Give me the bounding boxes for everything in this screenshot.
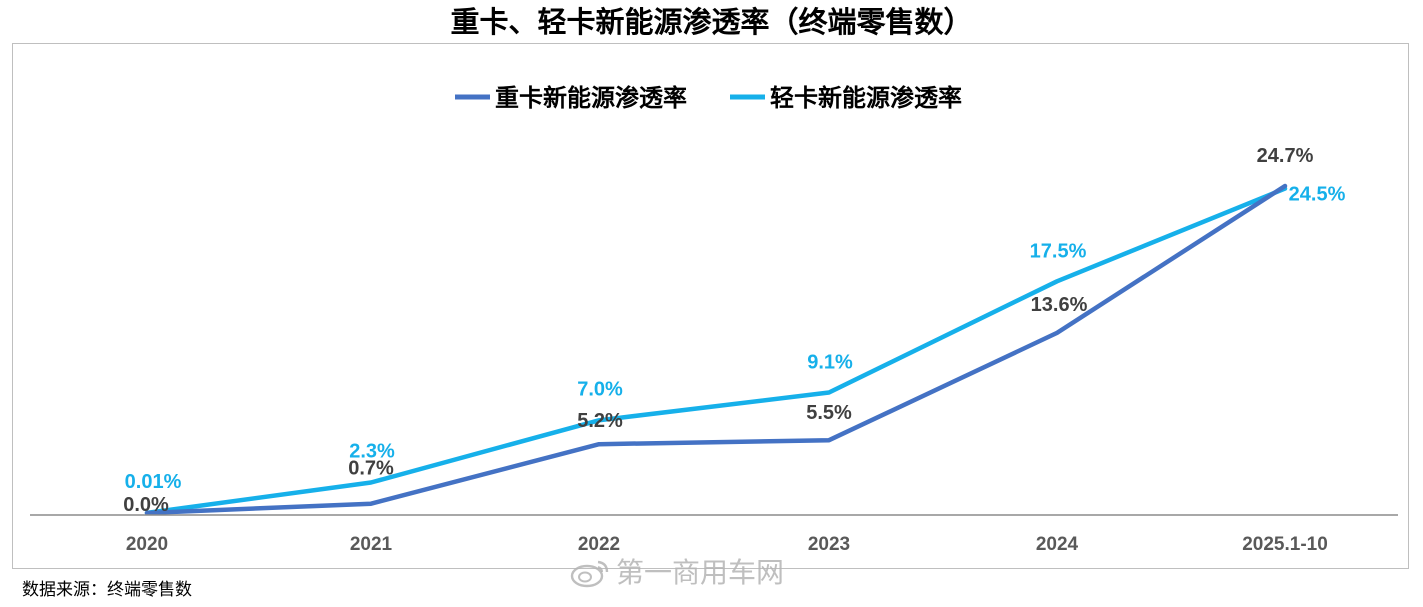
- heavy-data-label: 5.2%: [577, 410, 623, 432]
- legend: 重卡新能源渗透率 轻卡新能源渗透率: [455, 84, 962, 112]
- chart-frame: [12, 43, 1409, 569]
- source-note: 数据来源：终端零售数: [22, 580, 192, 600]
- x-tick-label: 2023: [808, 534, 850, 555]
- legend-label-1: 轻卡新能源渗透率: [770, 84, 962, 112]
- series-line-0: [144, 183, 1288, 516]
- weibo-logo-icon: [570, 560, 609, 588]
- watermark: 第一商用车网: [570, 556, 784, 590]
- series-lines: [144, 183, 1288, 516]
- light-data-label: 17.5%: [1030, 240, 1087, 262]
- x-tick-labels: 2020 2021 2022 2023 2024 2025.1-10: [126, 534, 1328, 555]
- light-data-label: 0.01%: [125, 471, 182, 493]
- chart-title: 重卡、轻卡新能源渗透率（终端零售数）: [450, 5, 973, 39]
- heavy-data-label: 24.7%: [1257, 145, 1314, 167]
- light-data-label: 7.0%: [577, 378, 623, 400]
- data-labels: 0.0% 0.7% 5.2% 5.5% 13.6% 24.7% 0.01% 2.3% 7.0% 9…: [123, 145, 1345, 516]
- heavy-data-label: 5.5%: [806, 402, 852, 424]
- watermark-text: 第一商用车网: [616, 556, 785, 589]
- x-tick-label: 2024: [1036, 534, 1079, 555]
- heavy-data-label: 13.6%: [1031, 294, 1088, 316]
- x-tick-label: 2022: [578, 534, 620, 555]
- legend-label-0: 重卡新能源渗透率: [495, 84, 687, 112]
- heavy-data-label: 0.0%: [123, 494, 169, 516]
- x-tick-label: 2020: [126, 534, 168, 555]
- heavy-data-label: 0.7%: [348, 458, 394, 480]
- light-data-label: 2.3%: [349, 441, 395, 463]
- x-tick-label: 2021: [350, 534, 393, 555]
- light-data-label: 24.5%: [1289, 184, 1346, 206]
- light-data-label: 9.1%: [807, 352, 853, 374]
- series-line-1: [144, 186, 1288, 516]
- x-tick-label: 2025.1-10: [1242, 534, 1328, 555]
